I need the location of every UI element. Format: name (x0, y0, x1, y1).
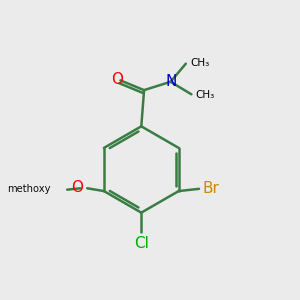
Text: CH₃: CH₃ (195, 90, 214, 100)
Text: methoxy: methoxy (8, 184, 51, 194)
Text: CH₃: CH₃ (190, 58, 209, 68)
Text: O: O (111, 72, 123, 87)
Text: Cl: Cl (134, 236, 149, 251)
Text: O: O (71, 180, 83, 195)
Text: N: N (165, 74, 177, 89)
Text: Br: Br (203, 181, 220, 196)
